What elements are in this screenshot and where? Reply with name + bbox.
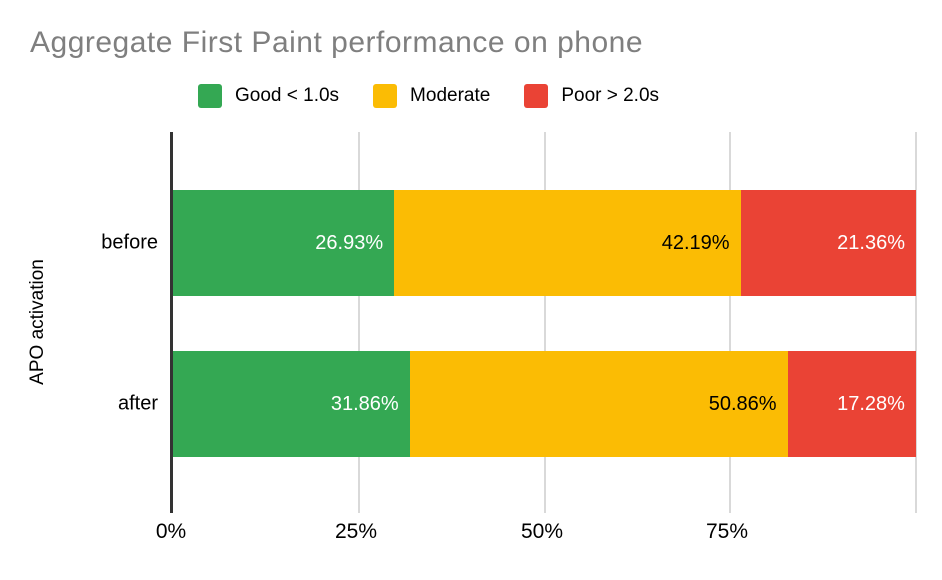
legend-swatch-good bbox=[198, 84, 222, 108]
x-tick-0: 0% bbox=[155, 520, 187, 543]
legend-swatch-moderate bbox=[373, 84, 398, 108]
x-tick-50: 50% bbox=[520, 520, 564, 543]
category-label-after: after bbox=[117, 392, 158, 415]
plot-area: 26.93% 42.19% 21.36% 31.86% 50.86% 17.28% bbox=[170, 132, 917, 513]
legend: Good < 1.0s Moderate Poor > 2.0s bbox=[198, 84, 659, 108]
bar-segment: 17.28% bbox=[787, 351, 916, 457]
chart-title: Aggregate First Paint performance on pho… bbox=[30, 26, 644, 59]
gridline-25 bbox=[357, 132, 360, 513]
legend-swatch-poor bbox=[524, 84, 549, 108]
legend-item-moderate: Moderate bbox=[373, 84, 490, 108]
legend-item-poor: Poor > 2.0s bbox=[524, 84, 659, 108]
bar-segment: 42.19% bbox=[394, 190, 741, 296]
gridline-50 bbox=[543, 132, 546, 513]
y-axis-title: APO activation bbox=[27, 259, 48, 385]
x-tick-75: 75% bbox=[705, 520, 749, 543]
bar-segment: 26.93% bbox=[173, 190, 395, 296]
category-label-before: before bbox=[101, 231, 158, 254]
gridline-75 bbox=[729, 132, 732, 513]
legend-label-good: Good < 1.0s bbox=[235, 85, 340, 106]
bar-segment: 21.36% bbox=[740, 190, 916, 296]
bar-segment: 31.86% bbox=[173, 351, 410, 457]
bar-row-after: 31.86% 50.86% 17.28% bbox=[173, 351, 916, 457]
gridline-100 bbox=[915, 132, 917, 513]
legend-item-good: Good < 1.0s bbox=[198, 84, 339, 108]
x-tick-25: 25% bbox=[334, 520, 378, 543]
legend-label-poor: Poor > 2.0s bbox=[561, 85, 660, 106]
legend-label-moderate: Moderate bbox=[410, 85, 491, 106]
bar-segment: 50.86% bbox=[409, 351, 788, 457]
bar-row-before: 26.93% 42.19% 21.36% bbox=[173, 190, 916, 296]
